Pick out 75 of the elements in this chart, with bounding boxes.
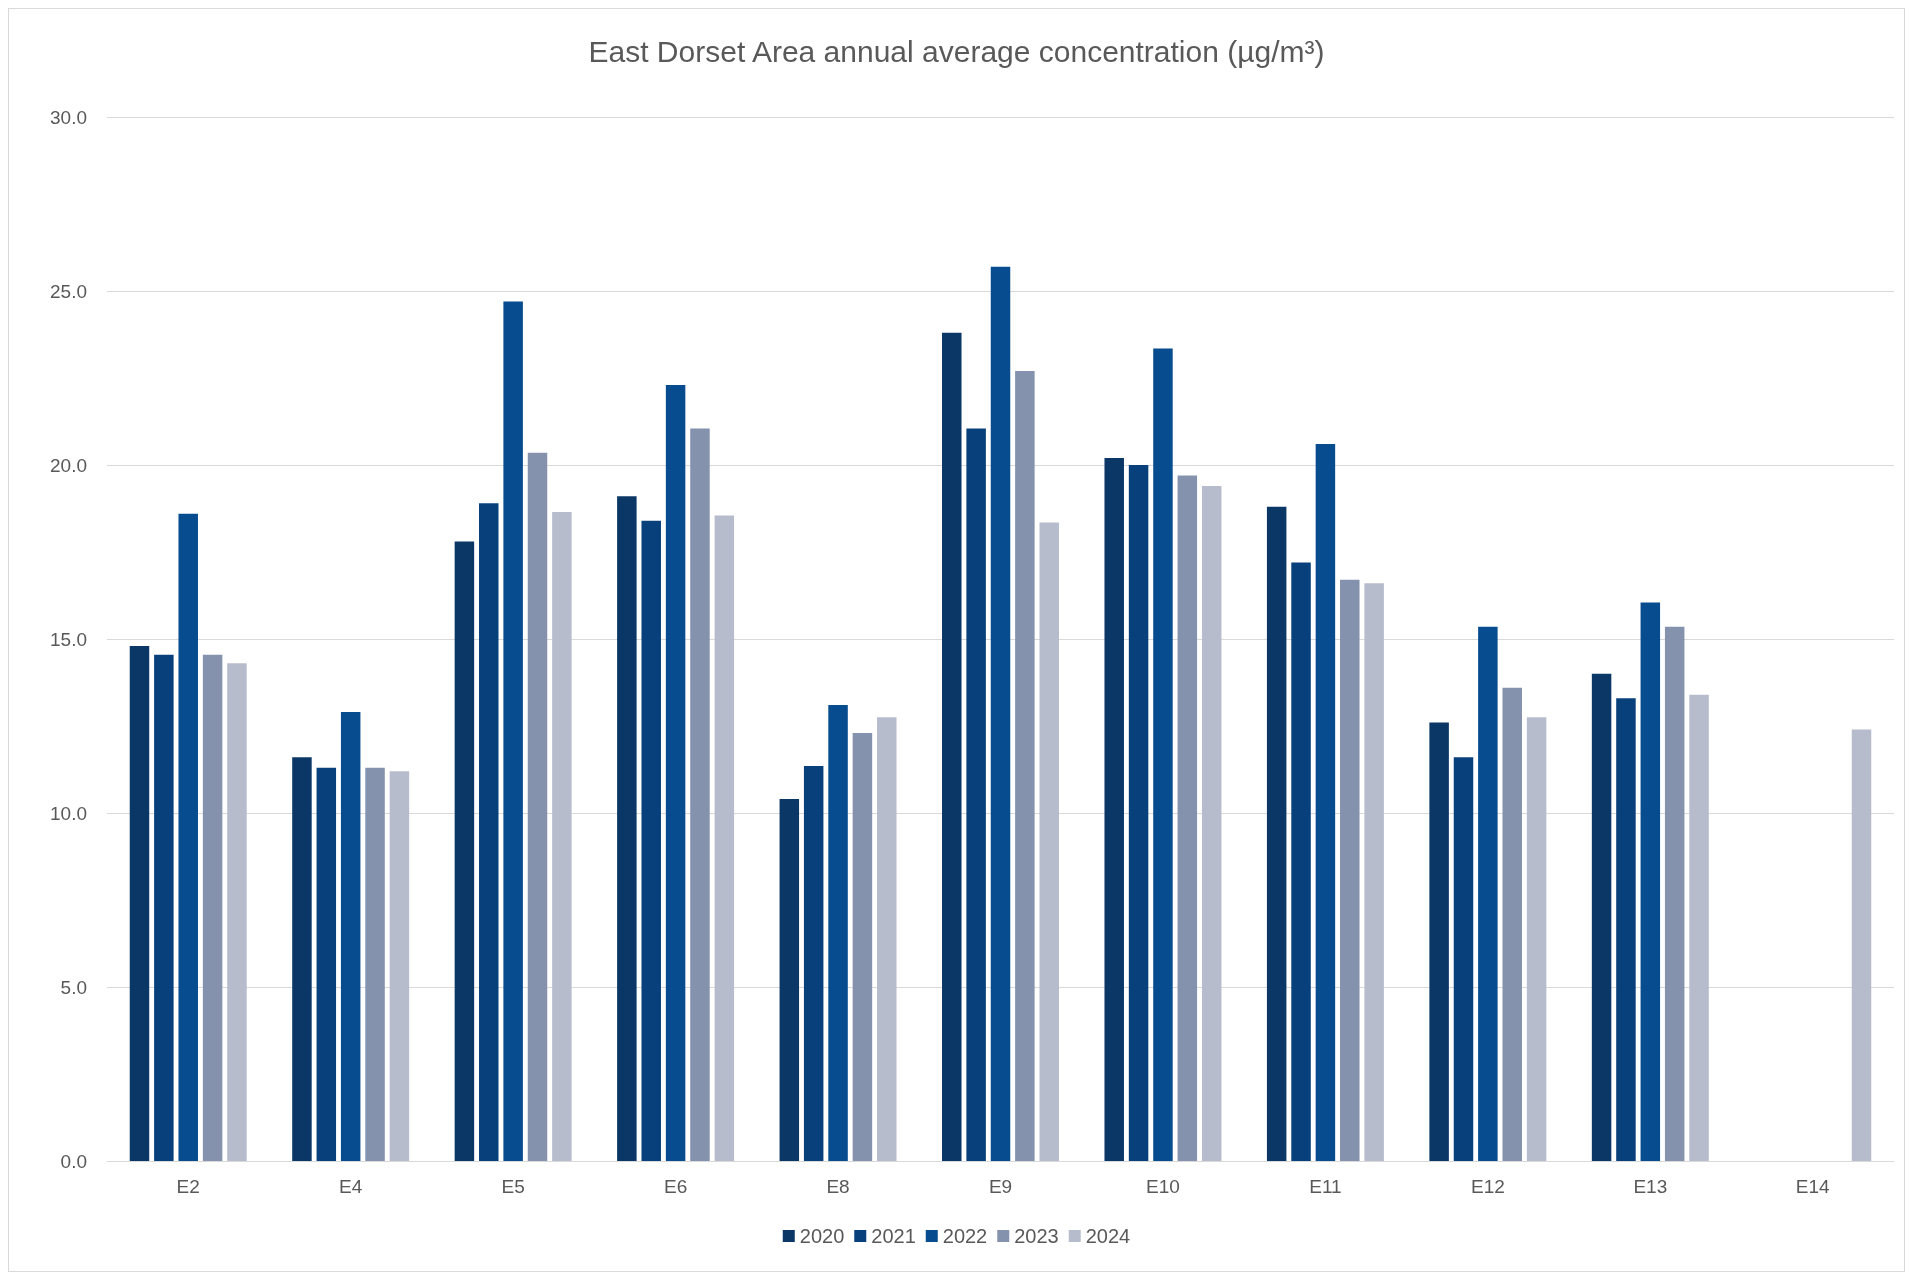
bar <box>1502 687 1522 1161</box>
bar <box>942 332 962 1161</box>
bar <box>690 428 710 1161</box>
bar <box>316 767 337 1161</box>
bar <box>1266 506 1287 1161</box>
x-tick-label: E10 <box>1146 1176 1180 1197</box>
bar <box>714 515 735 1161</box>
bar <box>1664 626 1685 1161</box>
x-tick-label: E4 <box>339 1176 363 1197</box>
chart-title: East Dorset Area annual average concentration (µg/m³) <box>588 34 1325 68</box>
legend-label: 2024 <box>1085 1225 1131 1247</box>
x-tick-label: E9 <box>988 1176 1013 1197</box>
y-tick-label: 15.0 <box>50 628 87 650</box>
y-tick-label: 0.0 <box>60 1150 87 1172</box>
legend-label: 2022 <box>942 1225 988 1247</box>
bar <box>966 428 986 1161</box>
y-tick-label: 10.0 <box>50 802 87 824</box>
bar <box>1526 717 1547 1161</box>
x-tick-label: E6 <box>663 1176 688 1197</box>
bar <box>641 520 661 1161</box>
bar <box>178 513 198 1161</box>
bar <box>292 757 312 1161</box>
y-tick-label: 20.0 <box>50 454 87 476</box>
bar <box>1640 602 1661 1161</box>
bar <box>1591 673 1612 1161</box>
bar <box>1291 562 1311 1161</box>
bar <box>552 511 572 1161</box>
bar <box>1364 583 1384 1161</box>
y-tick-label: 30.0 <box>50 106 87 128</box>
bar <box>1315 444 1336 1161</box>
bar <box>1453 757 1474 1161</box>
bar <box>1177 475 1198 1161</box>
bar <box>1104 458 1124 1161</box>
bar <box>389 771 410 1161</box>
bar <box>1201 485 1222 1161</box>
bar <box>1015 371 1035 1161</box>
legend-label: 2021 <box>871 1225 916 1247</box>
x-tick-label: E2 <box>176 1176 200 1197</box>
legend-label: 2020 <box>799 1225 845 1247</box>
bar <box>1851 729 1872 1161</box>
bar <box>1689 694 1709 1161</box>
bar <box>1478 626 1498 1161</box>
bar <box>365 767 385 1161</box>
bar <box>617 496 637 1161</box>
bar <box>527 452 548 1161</box>
x-tick-label: E11 <box>1309 1176 1342 1197</box>
bar <box>779 799 800 1161</box>
x-tick-label: E8 <box>826 1176 850 1197</box>
bar <box>1429 722 1449 1161</box>
x-tick-label: E14 <box>1795 1176 1831 1197</box>
y-tick-label: 5.0 <box>60 976 87 998</box>
bar <box>828 705 848 1161</box>
bar <box>454 541 475 1161</box>
bar <box>1153 348 1173 1161</box>
bar <box>154 654 174 1161</box>
bar <box>129 645 150 1161</box>
y-tick-label: 25.0 <box>50 280 87 302</box>
bar <box>479 503 499 1161</box>
bar <box>803 766 824 1161</box>
bar <box>1616 698 1636 1161</box>
x-tick-label: E5 <box>501 1176 525 1197</box>
bar <box>202 654 223 1161</box>
bar <box>1340 579 1360 1161</box>
x-tick-label: E13 <box>1633 1176 1668 1197</box>
x-tick-label: E12 <box>1470 1176 1505 1197</box>
bar <box>877 717 897 1161</box>
legend-label: 2023 <box>1014 1225 1059 1247</box>
bar <box>1039 522 1059 1161</box>
bar <box>227 663 247 1161</box>
bar <box>340 712 361 1161</box>
bar <box>990 266 1011 1161</box>
bar <box>1128 465 1149 1161</box>
bar <box>665 384 686 1161</box>
bar <box>503 301 523 1161</box>
bar <box>852 732 873 1161</box>
